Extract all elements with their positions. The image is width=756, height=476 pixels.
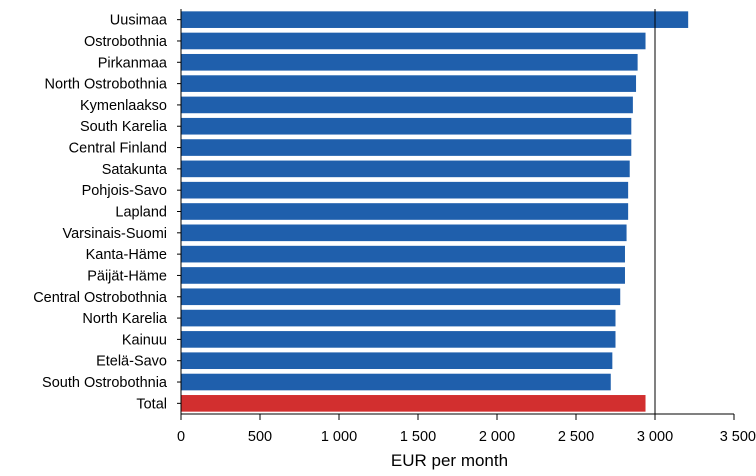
bar-kanta-häme xyxy=(181,245,625,263)
x-tick-label: 3 000 xyxy=(637,429,673,445)
x-tick-label: 1 500 xyxy=(400,429,436,445)
category-label: Lapland xyxy=(115,205,167,221)
x-tick-label: 1 000 xyxy=(321,429,357,445)
category-label: South Karelia xyxy=(80,119,168,135)
category-label: Kainuu xyxy=(122,332,167,348)
x-axis-title: EUR per month xyxy=(391,451,508,470)
bar-central-finland xyxy=(181,139,632,156)
x-tick-label: 0 xyxy=(177,429,185,445)
bar-uusimaa xyxy=(181,11,689,28)
category-label: Pirkanmaa xyxy=(98,55,168,71)
category-label: Satakunta xyxy=(102,162,168,178)
bar-kainuu xyxy=(181,331,616,348)
bar-south-karelia xyxy=(181,117,632,135)
x-axis: 0 500 1 000 1 500 2 000 2 500 3 000 3 500 xyxy=(177,413,756,445)
category-label: Kanta-Häme xyxy=(86,247,167,263)
category-label: Pohjois-Savo xyxy=(82,183,167,199)
bar-kymenlaakso xyxy=(181,96,633,114)
x-tick-label: 500 xyxy=(248,429,272,445)
bar-south-ostrobothnia xyxy=(181,373,611,391)
bar-pohjois-savo xyxy=(181,181,629,199)
bar-total xyxy=(181,395,646,412)
bars-group xyxy=(181,11,689,412)
category-label: Päijät-Häme xyxy=(87,268,167,284)
category-label: Etelä-Savo xyxy=(96,354,167,370)
category-labels: Uusimaa Ostrobothnia Pirkanmaa North Ostrob… xyxy=(33,13,181,412)
bar-north-karelia xyxy=(181,309,616,327)
category-label: Total xyxy=(136,396,167,412)
bar-central-ostrobothnia xyxy=(181,288,621,306)
category-label: North Karelia xyxy=(82,311,168,327)
category-label: Central Ostrobothnia xyxy=(33,290,168,306)
category-label: Kymenlaakso xyxy=(80,98,167,114)
x-tick-label: 2 000 xyxy=(479,429,515,445)
category-label: Varsinais-Suomi xyxy=(63,226,168,242)
category-label: North Ostrobothnia xyxy=(44,77,167,93)
category-label: Central Finland xyxy=(69,141,167,157)
category-label: Uusimaa xyxy=(110,13,168,29)
bar-north-ostrobothnia xyxy=(181,75,637,92)
x-tick-label: 3 500 xyxy=(720,429,756,445)
category-label: Ostrobothnia xyxy=(84,34,168,50)
bar-päijät-häme xyxy=(181,267,625,284)
bar-varsinais-suomi xyxy=(181,224,627,242)
bar-pirkanmaa xyxy=(181,53,638,71)
bar-etelä-savo xyxy=(181,352,613,370)
bar-ostrobothnia xyxy=(181,32,646,50)
bar-lapland xyxy=(181,203,629,220)
x-tick-label: 2 500 xyxy=(558,429,594,445)
category-label: South Ostrobothnia xyxy=(42,375,168,391)
bar-satakunta xyxy=(181,160,630,178)
